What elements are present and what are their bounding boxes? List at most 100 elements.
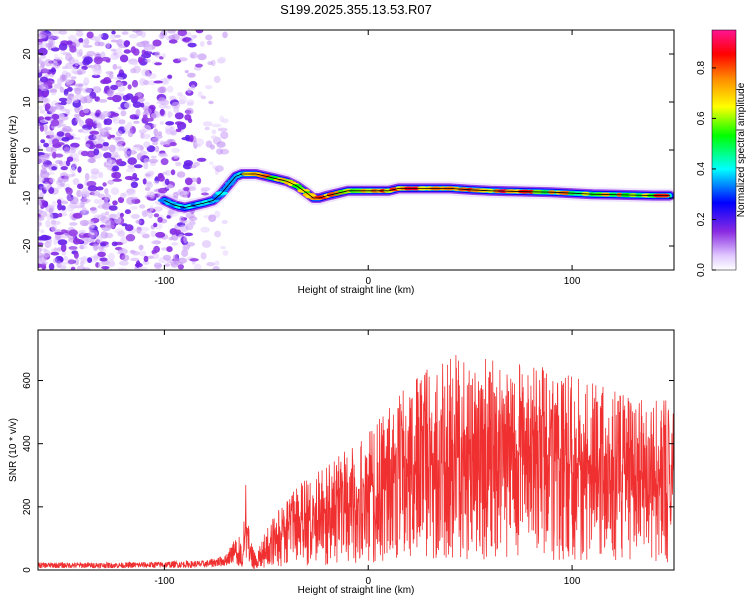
spectrogram-x-label: Height of straight line (km) xyxy=(298,285,415,296)
noise-speckle xyxy=(166,246,173,253)
noise-speckle xyxy=(101,266,110,270)
noise-speckle xyxy=(211,123,222,128)
noise-speckle xyxy=(210,135,217,140)
snr-x-label: Height of straight line (km) xyxy=(298,585,415,596)
noise-speckle xyxy=(195,30,204,34)
noise-speckle xyxy=(110,187,120,196)
colorbar-tick-label: 0.0 xyxy=(696,263,707,277)
noise-speckle xyxy=(90,168,100,175)
noise-speckle xyxy=(216,141,226,148)
noise-speckle xyxy=(92,35,102,42)
noise-speckle xyxy=(40,55,47,60)
noise-speckle xyxy=(143,255,149,263)
noise-speckle xyxy=(86,50,96,57)
noise-speckle xyxy=(185,134,191,139)
noise-speckle xyxy=(56,153,63,158)
noise-speckle xyxy=(93,199,100,204)
noise-speckle xyxy=(139,78,147,86)
noise-speckle xyxy=(43,91,49,97)
noise-speckle xyxy=(91,65,99,73)
noise-speckle xyxy=(62,199,67,205)
colorbar: 0.0 0.2 0.4 0.6 0.8 Normalized spectral ampl… xyxy=(696,29,747,277)
noise-speckle xyxy=(108,205,118,211)
noise-speckle xyxy=(104,131,111,137)
noise-speckle xyxy=(145,118,154,122)
noise-speckle xyxy=(72,178,80,186)
noise-speckle xyxy=(117,39,124,44)
noise-speckle xyxy=(69,222,78,226)
noise-speckle xyxy=(75,137,81,141)
noise-speckle xyxy=(153,222,158,228)
noise-speckle xyxy=(43,182,51,191)
noise-speckle xyxy=(49,177,56,183)
noise-speckle xyxy=(141,210,148,218)
noise-speckle xyxy=(100,242,107,247)
noise-speckle xyxy=(55,159,63,165)
noise-speckle xyxy=(44,130,55,136)
noise-speckle xyxy=(80,208,90,216)
noise-speckle xyxy=(70,266,76,270)
noise-speckle xyxy=(113,143,124,152)
noise-speckle xyxy=(38,221,42,227)
noise-speckle xyxy=(50,251,60,256)
noise-speckle xyxy=(168,237,174,241)
noise-speckle xyxy=(66,193,71,201)
noise-speckle xyxy=(157,175,165,182)
noise-speckle xyxy=(153,180,160,185)
noise-speckle xyxy=(69,45,77,53)
y-tick-label: 400 xyxy=(22,435,33,452)
noise-speckle xyxy=(200,41,205,47)
noise-speckle xyxy=(40,229,45,234)
noise-speckle xyxy=(159,86,167,94)
noise-speckle xyxy=(111,241,118,247)
y-tick-label: 0 xyxy=(22,567,33,573)
noise-speckle xyxy=(38,41,44,48)
noise-speckle xyxy=(144,58,151,63)
noise-speckle xyxy=(146,182,153,189)
noise-speckle xyxy=(57,239,68,246)
noise-speckle xyxy=(122,94,130,101)
noise-speckle xyxy=(131,95,139,102)
noise-speckle xyxy=(139,204,146,209)
noise-speckle xyxy=(61,251,67,256)
noise-speckle xyxy=(152,253,160,260)
y-tick-label: -20 xyxy=(22,238,33,253)
noise-speckle xyxy=(177,257,187,264)
noise-speckle xyxy=(45,219,51,228)
noise-speckle xyxy=(130,205,138,210)
y-tick-label: -10 xyxy=(22,190,33,205)
noise-speckle xyxy=(86,31,94,39)
noise-speckle xyxy=(72,238,81,245)
noise-speckle xyxy=(108,144,116,153)
noise-speckle xyxy=(117,230,125,237)
noise-speckle xyxy=(138,244,144,251)
noise-speckle xyxy=(168,126,175,135)
noise-speckle xyxy=(200,187,211,192)
noise-speckle xyxy=(38,199,42,208)
noise-speckle xyxy=(38,91,43,98)
noise-speckle xyxy=(46,213,54,221)
noise-speckle xyxy=(38,225,41,233)
noise-speckle xyxy=(139,231,147,235)
noise-speckle xyxy=(97,193,106,199)
noise-speckle xyxy=(189,51,198,59)
noise-speckle xyxy=(183,235,188,244)
noise-speckle xyxy=(121,31,129,35)
noise-speckle xyxy=(40,234,49,241)
noise-speckle xyxy=(183,191,190,196)
noise-speckle xyxy=(58,30,68,35)
noise-speckle xyxy=(45,242,53,247)
noise-speckle xyxy=(215,165,224,173)
noise-speckle xyxy=(48,263,55,270)
noise-speckle xyxy=(50,146,57,154)
noise-speckle xyxy=(43,201,49,207)
noise-speckle xyxy=(40,170,46,175)
noise-speckle xyxy=(65,79,72,87)
noise-speckle xyxy=(121,254,130,262)
noise-speckle xyxy=(107,96,115,100)
noise-speckle xyxy=(75,117,82,123)
noise-speckle xyxy=(165,169,171,177)
noise-speckle xyxy=(130,214,140,219)
noise-speckle xyxy=(54,105,65,110)
